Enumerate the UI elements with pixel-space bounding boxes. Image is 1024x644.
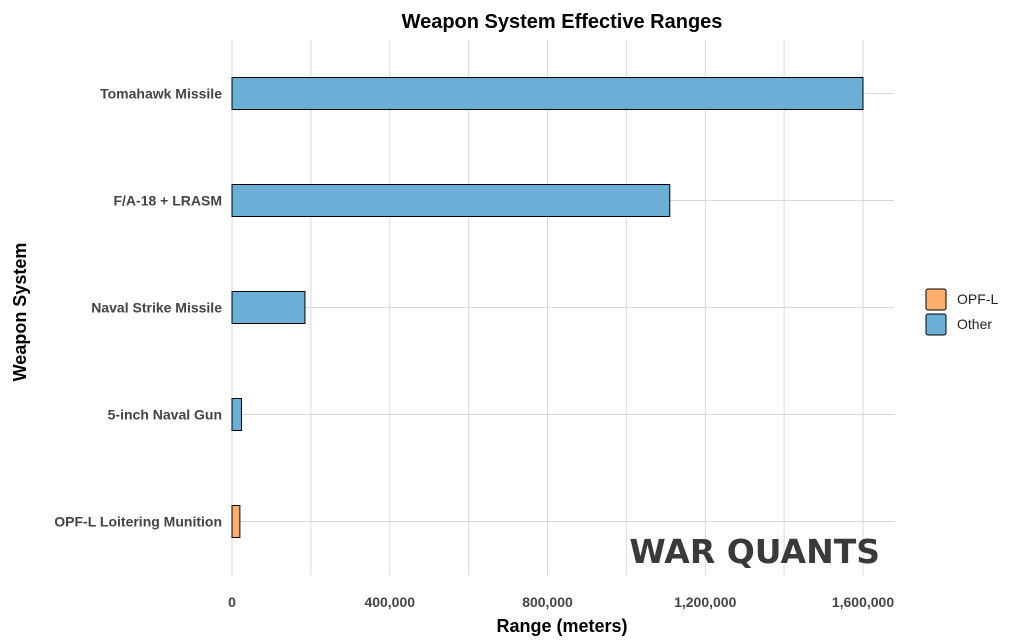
bars (231, 77, 864, 538)
category-label: F/A-18 + LRASM (113, 193, 222, 209)
x-tick-label: 400,000 (364, 594, 415, 610)
legend-label: Other (957, 316, 992, 332)
watermark: WAR QUANTS (629, 532, 880, 571)
x-tick-label: 1,200,000 (674, 594, 736, 610)
chart-title: Weapon System Effective Ranges (402, 11, 723, 33)
x-tick-labels: 0 400,000 800,000 1,200,000 1,600,000 (228, 594, 894, 610)
y-axis-title: Weapon System (10, 243, 30, 382)
legend-swatch (925, 313, 947, 336)
x-tick-label: 800,000 (522, 594, 573, 610)
category-label: OPF-L Loitering Munition (54, 514, 222, 530)
bar (231, 505, 241, 538)
x-axis-title: Range (meters) (496, 616, 627, 636)
bar (231, 184, 671, 217)
category-label: Naval Strike Missile (91, 300, 222, 316)
category-labels: Tomahawk Missile F/A-18 + LRASM Naval Stri… (54, 86, 222, 530)
category-label: 5-inch Naval Gun (108, 407, 222, 423)
bar (231, 77, 864, 110)
legend-label: OPF-L (957, 291, 998, 307)
gridlines (231, 40, 894, 575)
legend-swatch (925, 288, 947, 311)
x-tick-label: 1,600,000 (832, 594, 894, 610)
legend: OPF-L Other (925, 288, 998, 336)
bar (231, 398, 242, 431)
bar (231, 291, 306, 324)
category-label: Tomahawk Missile (100, 86, 222, 102)
x-tick-label: 0 (228, 594, 236, 610)
